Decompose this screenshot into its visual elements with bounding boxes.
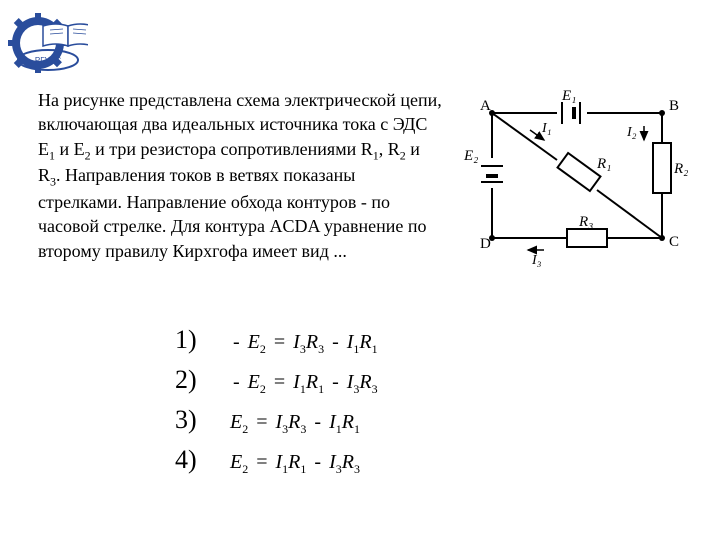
answer-number: 2)	[175, 365, 230, 395]
label-e2: E₂	[463, 148, 478, 164]
text-part: . Направления токов в ветвях показаны ст…	[38, 165, 427, 260]
answer-number: 4)	[175, 445, 230, 475]
label-r1: R₁	[596, 156, 611, 172]
equation: E2 = I3R3 - I1R1	[230, 411, 360, 437]
node-b: B	[669, 98, 679, 114]
answer-row: 3)E2 = I3R3 - I1R1	[175, 405, 378, 437]
answer-number: 3)	[175, 405, 230, 435]
problem-statement: На рисунке представлена схема электричес…	[38, 88, 443, 263]
answer-row: 1)- E2 = I3R3 - I1R1	[175, 325, 378, 357]
equation: - E2 = I1R1 - I3R3	[230, 371, 378, 397]
answer-number: 1)	[175, 325, 230, 355]
label-e1: E₁	[561, 88, 576, 104]
book-icon	[43, 24, 88, 46]
text-part: и три резистора сопротивлениями R	[91, 139, 373, 159]
university-logo: РГУПС	[8, 8, 88, 78]
label-i1: I₁	[541, 121, 552, 136]
answer-row: 4)E2 = I1R1 - I3R3	[175, 445, 378, 477]
label-i3: I₃	[531, 253, 542, 268]
answer-row: 2)- E2 = I1R1 - I3R3	[175, 365, 378, 397]
label-i2: I₂	[626, 125, 637, 140]
node-a: A	[480, 98, 491, 114]
label-r2: R₂	[673, 161, 688, 177]
equation: E2 = I1R1 - I3R3	[230, 451, 360, 477]
answer-options: 1)- E2 = I3R3 - I1R12)- E2 = I1R1 - I3R3…	[175, 325, 378, 485]
text-part: и Е	[55, 139, 85, 159]
logo-text: РГУПС	[35, 56, 62, 65]
node-d: D	[480, 236, 491, 252]
label-r3: R₃	[578, 214, 593, 230]
circuit-diagram: A B C D E₁ E₂ R₁ R₂ R₃ I₁ I₂ I₃	[462, 88, 692, 268]
text-part: , R	[379, 139, 400, 159]
equation: - E2 = I3R3 - I1R1	[230, 331, 378, 357]
node-c: C	[669, 234, 679, 250]
